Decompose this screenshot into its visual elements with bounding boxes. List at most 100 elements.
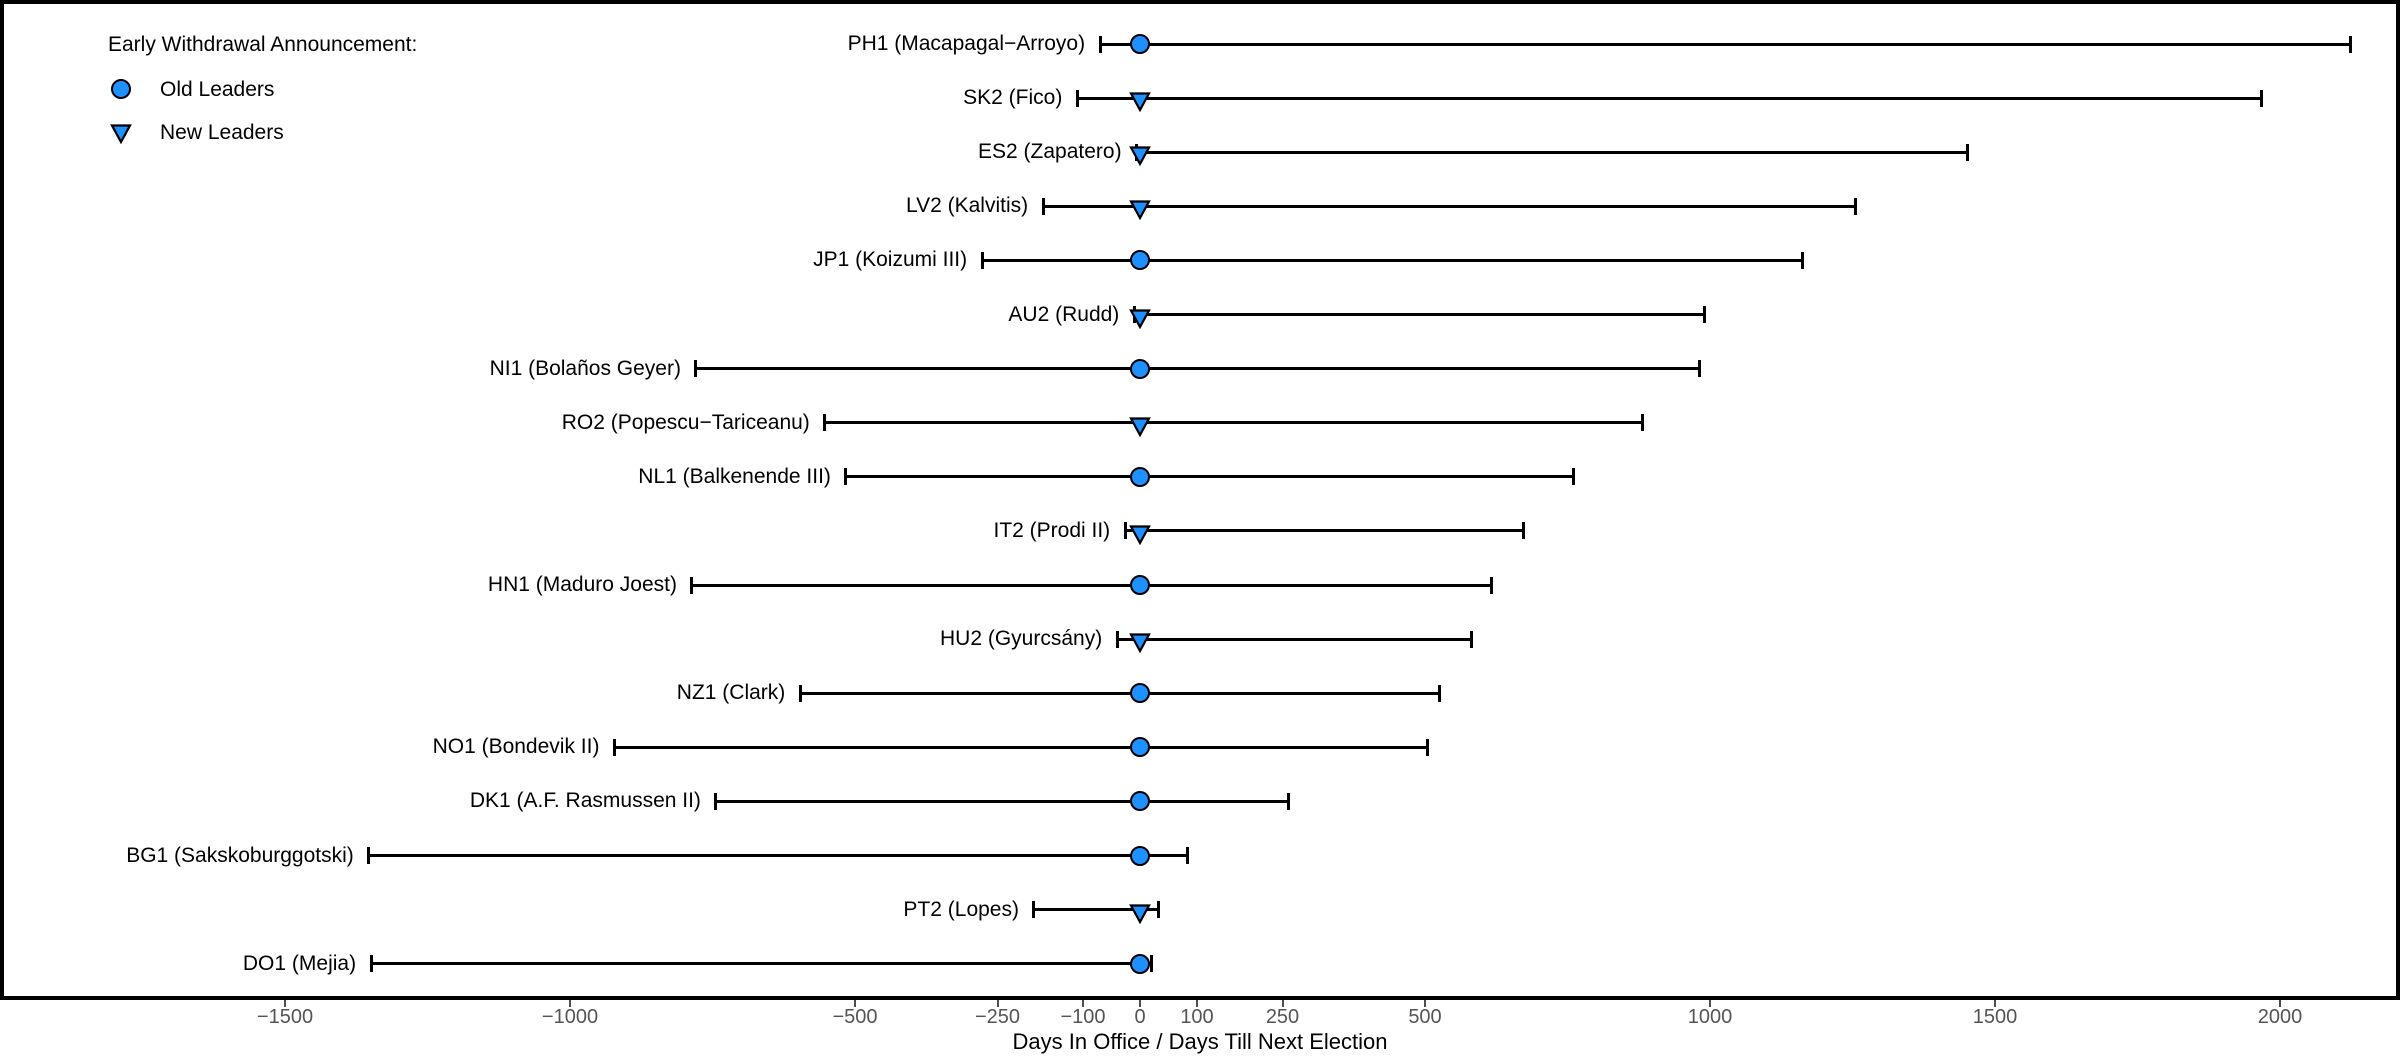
range-line <box>824 421 1643 425</box>
plot-frame <box>0 0 2400 1000</box>
range-line <box>1043 204 1856 208</box>
x-tick <box>854 1000 856 1007</box>
right-cap <box>1156 901 1160 919</box>
new-leader-marker <box>1129 92 1151 113</box>
right-cap <box>1571 468 1575 486</box>
old-leader-marker <box>1130 953 1150 974</box>
range-line <box>1077 96 2262 100</box>
row-label: LV2 (Kalvitis) <box>905 194 1029 218</box>
triangle-down-marker-icon <box>110 124 132 144</box>
circle-marker-icon <box>111 79 131 99</box>
old-leader-marker <box>1130 791 1150 812</box>
right-cap <box>2259 89 2263 107</box>
row-label: BG1 (Sakskoburggotski) <box>126 843 354 867</box>
left-cap <box>1123 522 1127 540</box>
left-cap <box>844 468 848 486</box>
row-label: NO1 (Bondevik II) <box>432 735 600 759</box>
left-cap <box>1098 35 1102 53</box>
x-tick-label: 500 <box>1408 1006 1442 1028</box>
row-label: DK1 (A.F. Rasmussen II) <box>469 789 701 813</box>
old-leader-marker <box>1130 466 1150 487</box>
old-leader-marker <box>1130 358 1150 379</box>
x-tick <box>569 1000 571 1007</box>
x-tick-label: 1000 <box>1687 1006 1733 1028</box>
x-tick-label: 2000 <box>2257 1006 2303 1028</box>
legend-item-new-leaders: New Leaders <box>160 121 284 144</box>
left-cap <box>612 738 616 756</box>
old-leader-marker <box>1130 737 1150 758</box>
x-tick-label: −500 <box>832 1006 878 1028</box>
row-label: NL1 (Balkenende III) <box>638 464 831 488</box>
x-tick <box>1281 1000 1284 1007</box>
new-leader-marker <box>1129 633 1151 654</box>
row-label: DO1 (Mejia) <box>242 951 357 975</box>
row-label: ES2 (Zapatero) <box>978 140 1122 164</box>
x-tick <box>284 1000 286 1007</box>
range-line <box>371 962 1152 966</box>
row-label: PH1 (Macapagal−Arroyo) <box>847 32 1086 55</box>
range-line <box>1136 150 1968 154</box>
row-label: HU2 (Gyurcsány) <box>940 627 1103 651</box>
row-label: JP1 (Koizumi III) <box>813 248 968 272</box>
range-line <box>614 745 1428 749</box>
right-cap <box>1800 251 1804 269</box>
new-leader-marker <box>1129 308 1151 329</box>
x-tick <box>1082 1000 1084 1007</box>
range-line <box>1100 42 2351 46</box>
x-tick <box>996 1000 999 1007</box>
x-tick-label: −1000 <box>541 1006 599 1028</box>
row-label: SK2 (Fico) <box>963 86 1063 110</box>
right-cap <box>1698 360 1702 378</box>
right-cap <box>1150 955 1154 973</box>
x-tick-label: 250 <box>1265 1006 1300 1028</box>
range-line <box>691 583 1492 587</box>
left-cap <box>823 414 827 432</box>
x-tick <box>2279 1000 2281 1007</box>
x-tick-label: 0 <box>1134 1006 1146 1028</box>
row-label: HN1 (Maduro Joest) <box>487 573 677 596</box>
x-tick-label: −100 <box>1060 1006 1106 1028</box>
range-line <box>1125 529 1524 533</box>
x-tick-label: 1500 <box>1972 1006 2018 1028</box>
left-cap <box>694 360 698 378</box>
right-cap <box>1965 143 1969 161</box>
left-cap <box>1115 630 1119 648</box>
left-cap <box>367 847 371 864</box>
legend-title: Early Withdrawal Announcement: <box>108 33 418 56</box>
new-leader-marker <box>1129 200 1151 221</box>
left-cap <box>690 576 694 594</box>
old-leader-marker <box>1130 34 1150 54</box>
left-cap <box>980 251 984 269</box>
range-line <box>800 691 1440 695</box>
new-leader-marker <box>1129 903 1151 924</box>
right-cap <box>2348 35 2352 53</box>
x-tick <box>1709 1000 1711 1007</box>
right-cap <box>1469 630 1473 648</box>
legend-item-old-leaders: Old Leaders <box>160 78 275 101</box>
old-leader-marker <box>1130 683 1150 704</box>
old-leader-marker <box>1130 845 1150 866</box>
range-line <box>1033 908 1159 912</box>
new-leader-marker <box>1129 146 1151 167</box>
new-leader-marker <box>1129 525 1151 545</box>
x-tick-label: −1500 <box>256 1006 314 1028</box>
right-cap <box>1489 576 1493 594</box>
x-tick <box>1196 1000 1198 1007</box>
right-cap <box>1703 306 1707 323</box>
x-axis-title: Days In Office / Days Till Next Election <box>1012 1029 1388 1054</box>
range-line <box>1117 637 1472 641</box>
x-tick-label: −250 <box>974 1006 1021 1028</box>
range-line <box>1134 313 1705 316</box>
old-leader-marker <box>1130 575 1150 595</box>
row-label: NI1 (Bolaños Geyer) <box>489 356 681 380</box>
right-cap <box>1186 847 1190 864</box>
range-line <box>982 258 1803 262</box>
row-label: NZ1 (Clark) <box>676 681 786 705</box>
x-tick <box>1424 1000 1426 1007</box>
row-label: AU2 (Rudd) <box>1008 302 1120 326</box>
new-leader-marker <box>1129 417 1151 437</box>
right-cap <box>1854 197 1858 215</box>
left-cap <box>714 792 718 810</box>
right-cap <box>1438 684 1442 702</box>
row-label: IT2 (Prodi II) <box>993 518 1111 542</box>
